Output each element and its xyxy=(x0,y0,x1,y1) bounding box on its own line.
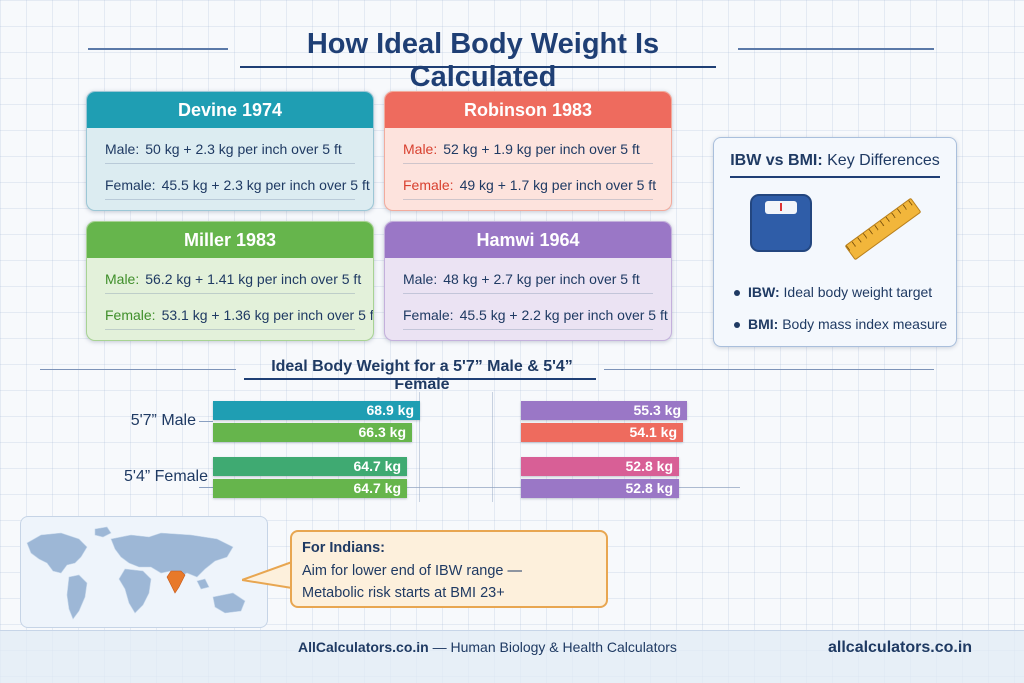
formula-card-title: Hamwi 1964 xyxy=(385,222,671,258)
chart-title: Ideal Body Weight for a 5'7” Male & 5'4”… xyxy=(271,358,573,393)
scale-dial xyxy=(765,201,797,214)
formula-card-hamwi: Hamwi 1964 Male: 48 kg + 2.7 kg per inch … xyxy=(384,221,672,341)
footer-credit: AllCalculators.co.in — Human Biology & H… xyxy=(298,639,677,655)
chart-bar: 52.8 kg xyxy=(521,457,679,476)
chart-category-label: 5'4” Female xyxy=(124,468,208,485)
formula-row-female: Female: 53.1 kg + 1.36 kg per inch over 5… xyxy=(105,300,373,330)
formula-text: 56.2 kg + 1.41 kg per inch over 5 ft xyxy=(145,271,362,287)
title-divider-right xyxy=(738,48,934,50)
comparison-item-ibw: IBW: Ideal body weight target xyxy=(734,284,932,300)
callout-heading: For Indians: xyxy=(302,540,385,556)
formula-sex-label: Female: xyxy=(105,177,156,193)
chart-bar: 64.7 kg xyxy=(213,457,407,476)
footer xyxy=(0,630,1024,683)
formula-card-title: Robinson 1983 xyxy=(385,92,671,128)
formula-row-male: Male: 52 kg + 1.9 kg per inch over 5 ft xyxy=(403,134,653,164)
formula-card-title: Miller 1983 xyxy=(87,222,373,258)
footer-url[interactable]: allcalculators.co.in xyxy=(828,639,973,656)
formula-sex-label: Male: xyxy=(403,271,438,287)
weighing-scale-icon xyxy=(750,194,812,252)
bullet-icon xyxy=(734,322,740,329)
formula-row-male: Male: 50 kg + 2.3 kg per inch over 5 ft xyxy=(105,134,355,164)
callout-line: Metabolic risk starts at BMI 23+ xyxy=(302,585,505,601)
formula-row-female: Female: 49 kg + 1.7 kg per inch over 5 ft xyxy=(403,170,656,200)
formula-text: 50 kg + 2.3 kg per inch over 5 ft xyxy=(145,141,342,157)
footer-brand: AllCalculators.co.in xyxy=(298,639,429,655)
formula-text: 53.1 kg + 1.36 kg per inch over 5 ft xyxy=(161,307,374,323)
india-highlight-icon xyxy=(166,570,186,594)
chart-bar: 54.1 kg xyxy=(521,423,683,442)
comparison-desc: Ideal body weight target xyxy=(783,284,933,300)
chart-grid-line xyxy=(419,392,420,502)
panel-title-rest: Key Differences xyxy=(822,152,940,169)
panel-title-underline xyxy=(730,176,940,178)
formula-card-robinson: Robinson 1983 Male: 52 kg + 1.9 kg per in… xyxy=(384,91,672,211)
comparison-term: BMI: xyxy=(748,316,779,332)
formula-text: 48 kg + 2.7 kg per inch over 5 ft xyxy=(443,271,640,287)
world-map xyxy=(20,516,268,628)
formula-sex-label: Male: xyxy=(105,141,140,157)
bullet-icon xyxy=(734,290,740,297)
formula-sex-label: Female: xyxy=(403,307,454,323)
chart-grid-line xyxy=(492,392,493,502)
comparison-item-bmi: BMI: Body mass index measure xyxy=(734,316,947,332)
header: How Ideal Body Weight Is Calculated xyxy=(0,26,1024,93)
india-advice-callout: For Indians: Aim for lower end of IBW ra… xyxy=(290,530,608,608)
ibw-vs-bmi-panel: IBW vs BMI: Key Differences IBW: Ideal b… xyxy=(713,137,957,347)
formula-row-male: Male: 56.2 kg + 1.41 kg per inch over 5 f… xyxy=(105,264,361,294)
formula-row-female: Female: 45.5 kg + 2.2 kg per inch over 5 … xyxy=(403,300,668,330)
formula-card-devine: Devine 1974 Male: 50 kg + 2.3 kg per inch… xyxy=(86,91,374,211)
title-divider-left xyxy=(88,48,228,50)
formula-sex-label: Female: xyxy=(105,307,156,323)
page-title: How Ideal Body Weight Is Calculated xyxy=(306,28,660,93)
formula-row-female: Female: 45.5 kg + 2.3 kg per inch over 5 … xyxy=(105,170,370,200)
panel-title-bold: IBW vs BMI: xyxy=(730,152,823,169)
chart-title-divider-left xyxy=(40,369,236,370)
formula-text: 45.5 kg + 2.2 kg per inch over 5 ft xyxy=(459,307,668,323)
footer-tagline: — Human Biology & Health Calculators xyxy=(428,639,677,655)
chart-bar: 66.3 kg xyxy=(213,423,412,442)
chart-bar: 64.7 kg xyxy=(213,479,407,498)
chart-axis-tick xyxy=(199,487,213,488)
formula-row-male: Male: 48 kg + 2.7 kg per inch over 5 ft xyxy=(403,264,653,294)
formula-text: 52 kg + 1.9 kg per inch over 5 ft xyxy=(443,141,640,157)
comparison-desc: Body mass index measure xyxy=(782,316,948,332)
panel-title: IBW vs BMI: Key Differences xyxy=(714,152,956,170)
callout-line: Aim for lower end of IBW range — xyxy=(302,563,522,579)
chart-axis-tick xyxy=(199,421,213,422)
title-underline xyxy=(240,66,716,68)
chart-title-underline xyxy=(244,378,596,380)
formula-sex-label: Male: xyxy=(105,271,140,287)
formula-sex-label: Female: xyxy=(403,177,454,193)
chart-category-label: 5'7” Male xyxy=(130,412,196,429)
comparison-term: IBW: xyxy=(748,284,780,300)
chart-title-divider-right xyxy=(604,369,934,370)
formula-sex-label: Male: xyxy=(403,141,438,157)
ruler-icon xyxy=(844,197,922,261)
formula-text: 49 kg + 1.7 kg per inch over 5 ft xyxy=(459,177,657,193)
world-map-icon xyxy=(26,526,246,620)
formula-card-miller: Miller 1983 Male: 56.2 kg + 1.41 kg per i… xyxy=(86,221,374,341)
chart-bar: 55.3 kg xyxy=(521,401,687,420)
formula-card-title: Devine 1974 xyxy=(87,92,373,128)
formula-text: 45.5 kg + 2.3 kg per inch over 5 ft xyxy=(161,177,370,193)
chart-bar: 68.9 kg xyxy=(213,401,420,420)
chart-bar: 52.8 kg xyxy=(521,479,679,498)
